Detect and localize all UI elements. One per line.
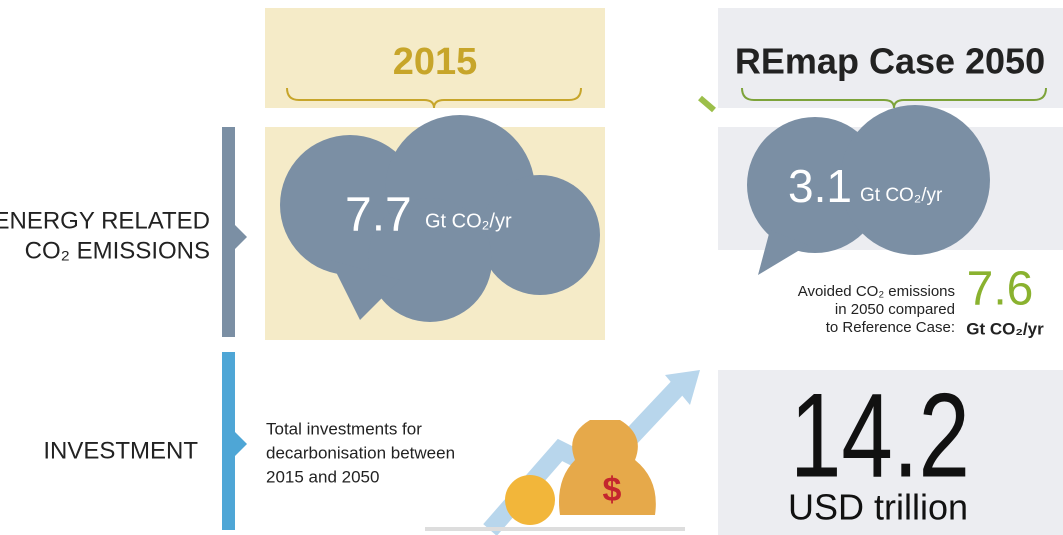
infographic: 2015 REmap Case 2050 ENERGY RELATED CO₂ … <box>0 0 1063 535</box>
unit: USD trillion <box>788 487 968 528</box>
note: Avoided CO₂ emissions <box>798 283 955 300</box>
shadow <box>425 527 685 531</box>
arrow-tip <box>700 98 714 110</box>
big-value: 14.2 <box>790 369 970 503</box>
row-label: CO₂ EMISSIONS <box>25 237 210 264</box>
header-year: 2015 <box>393 41 478 83</box>
unit: Gt CO₂/yr <box>425 210 512 232</box>
note: in 2050 compared <box>835 301 955 318</box>
side-bar <box>222 127 235 337</box>
unit: Gt CO₂/yr <box>860 185 943 206</box>
note: to Reference Case: <box>826 319 955 336</box>
side-bar <box>222 352 235 530</box>
unit: Gt CO₂/yr <box>966 319 1044 338</box>
big-value: 3.1 <box>788 160 852 212</box>
side-bar-arrow <box>235 225 247 249</box>
header-scenario: REmap Case 2050 <box>735 41 1045 82</box>
investment-text: Total investments for <box>266 419 422 438</box>
coin <box>505 475 555 525</box>
big-value: 7.7 <box>345 189 412 242</box>
row-label: ENERGY RELATED <box>0 207 210 234</box>
row-label: INVESTMENT <box>43 437 198 464</box>
dollar-icon: $ <box>603 471 622 509</box>
side-bar-arrow <box>235 432 247 456</box>
avoided-value: 7.6 <box>967 263 1034 316</box>
investment-text: decarbonisation between <box>266 443 455 462</box>
investment-text: 2015 and 2050 <box>266 467 379 486</box>
